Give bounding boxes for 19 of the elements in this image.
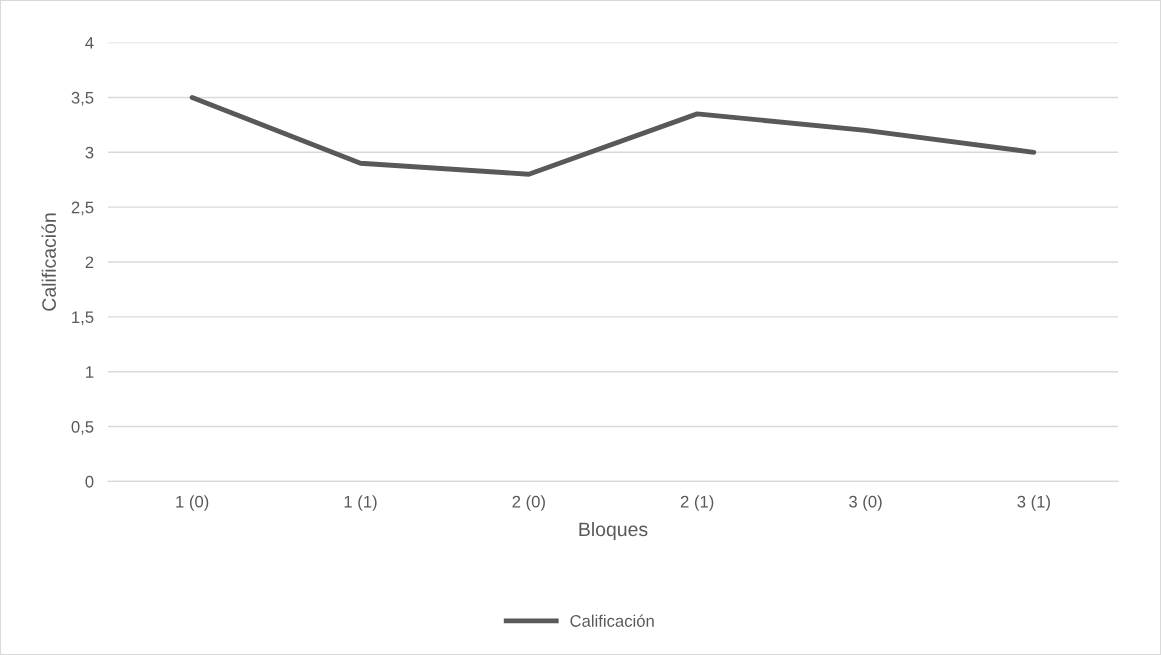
legend-label: Calificación [570, 614, 654, 627]
y-tick-label: 4 [85, 37, 94, 49]
x-tick-label: 2 (0) [512, 495, 545, 511]
x-tick-label: 2 (1) [680, 495, 714, 511]
y-tick-label: 0 [85, 475, 94, 488]
y-axis-title: Calificación [41, 213, 56, 311]
y-tick-label: 1 [86, 366, 94, 378]
y-tick-label: 2 [85, 256, 94, 269]
y-tick-label: 3,5 [71, 91, 94, 106]
y-tick-label: 0,5 [71, 420, 94, 435]
x-tick-label: 3 (1) [1017, 495, 1050, 511]
y-tick-label: 3 [85, 146, 94, 159]
x-tick-label: 3 (0) [849, 495, 882, 511]
y-tick-label: 2,5 [71, 201, 94, 216]
line-series [189, 95, 1037, 177]
y-tick-label: 1,5 [72, 311, 94, 326]
x-axis-title: Bloques [579, 521, 648, 541]
x-tick-label: 1 (0) [176, 495, 209, 511]
x-tick-label: 1 (1) [344, 495, 377, 511]
